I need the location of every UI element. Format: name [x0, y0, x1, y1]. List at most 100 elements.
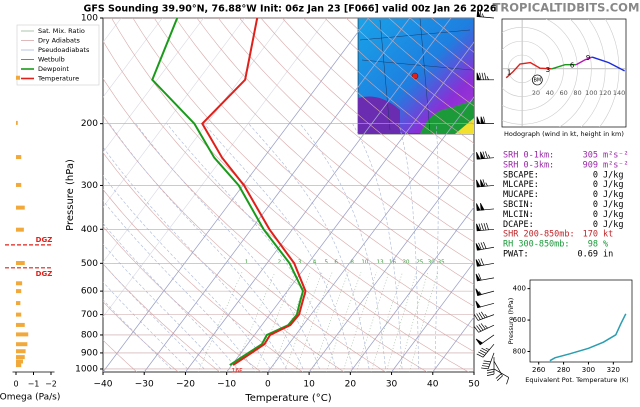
stat-unit: J/kg [603, 180, 623, 190]
hodo-ring [507, 54, 537, 84]
barb [473, 323, 488, 333]
mix-ratio-label: 35 [438, 259, 445, 265]
profile-line [201, 18, 307, 366]
stat-unit: kt [603, 230, 613, 240]
stat-unit: in [603, 250, 613, 260]
stat-label: SHR 200-850mb: [503, 230, 575, 240]
stat-label: SRH 0-1km: [503, 151, 554, 161]
mix-ratio-label: 13 [377, 259, 384, 265]
dry-adiabat [103, 226, 262, 372]
pseudoadiabat [103, 281, 188, 370]
stat-unit: % [603, 240, 608, 250]
omega-bar [16, 363, 22, 368]
omega-bar [16, 281, 23, 286]
omega-bar [16, 301, 21, 306]
isotherm-grid [226, 41, 474, 372]
isotherm [103, 18, 246, 208]
omega-bar [16, 75, 21, 80]
isotherm-grid [185, 18, 452, 372]
legend-box [16, 24, 100, 86]
barb-staff [477, 314, 495, 321]
mix-ratio-label: 2 [278, 259, 282, 265]
hodo-line [505, 61, 552, 79]
stat-unit: m²s⁻² [603, 160, 629, 170]
mix-ratio-label: 16 [389, 259, 396, 265]
dry-adiabat [103, 263, 220, 372]
storm-motion-label: BM [533, 77, 541, 83]
mix-ratio-label: 8 [350, 259, 354, 265]
barb [476, 151, 491, 160]
isotherm [103, 18, 204, 153]
x-tick-label: −2 [45, 380, 57, 389]
x-tick-label: −1 [28, 380, 40, 389]
y-tick-label: 400 [81, 225, 98, 235]
thetae-frame [529, 279, 633, 363]
y-tick-label: 100 [81, 14, 98, 24]
y-tick-label: 800 [81, 330, 98, 340]
mix-ratio-label: 6 [334, 259, 338, 265]
hodo-height-label: 6 [570, 62, 575, 70]
hodo-ring [599, 19, 620, 127]
dry-adiabat [103, 301, 179, 372]
isotherm [103, 18, 328, 318]
x-axis-label: Equivalent Pot. Temperature (K) [525, 376, 628, 384]
dry-adiabat [239, 18, 474, 222]
barb [506, 377, 510, 385]
stat-unit: m²s⁻² [603, 151, 629, 161]
omega-bar [16, 359, 23, 364]
stat-value: 0 [593, 220, 598, 230]
x-tick-label: −40 [94, 380, 113, 390]
dry-adiabat [260, 18, 474, 202]
stat-label: MUCAPE: [503, 190, 539, 200]
barb-staff [493, 360, 503, 377]
hodo-line [575, 56, 593, 66]
stat-label: SBCIN: [503, 200, 534, 210]
site: TROPICALTIDBITS.COM [493, 1, 640, 15]
stat-label: SBCAPE: [503, 170, 539, 180]
stat-unit: J/kg [603, 210, 623, 220]
mix-ratio-line [233, 272, 276, 372]
hodo-line [591, 56, 625, 72]
x-axis-label: Temperature (°C) [244, 393, 331, 404]
isotherm-grid [391, 261, 474, 372]
hodo-line [551, 63, 577, 70]
x-tick-label: 20 [345, 380, 357, 390]
dry-adiabat [196, 18, 474, 264]
stat-label: MLCAPE: [503, 180, 539, 190]
hodo-ring-label: 100 [585, 89, 597, 97]
barb [476, 116, 486, 125]
legend-label: Pseudoadiabats [38, 46, 90, 54]
omega-bar [16, 289, 22, 294]
barb [476, 179, 488, 188]
x-tick-label: 50 [468, 380, 480, 390]
dgz-label: DGZ [36, 270, 53, 278]
stat-value: 909 [583, 160, 598, 170]
stat-unit: J/kg [603, 170, 623, 180]
isotherm-grid [267, 96, 474, 372]
isotherm-grid [143, 18, 411, 372]
x-tick-label: 0 [13, 380, 18, 389]
barb [475, 288, 482, 296]
mix-ratio-line [386, 272, 417, 372]
hodo-title: Hodograph (wind in kt, height in km) [504, 130, 624, 138]
x-tick-label: 280 [557, 366, 570, 374]
stat-value: 0 [593, 190, 598, 200]
x-tick-label: 300 [582, 366, 595, 374]
mix-ratio-label: 30 [428, 259, 435, 265]
dry-adiabat [111, 18, 474, 352]
dry-adiabat [281, 18, 474, 183]
isotherm-grid [103, 18, 369, 372]
omega-bar [16, 349, 26, 354]
title: GFS Sounding 39.90°N, 76.88°W Init: 06z … [84, 4, 497, 15]
y-tick-label: 500 [81, 259, 98, 269]
barb [476, 222, 489, 232]
x-tick-label: 260 [532, 366, 545, 374]
stat-label: RH 300-850mb: [503, 240, 570, 250]
mix-ratio-line [255, 272, 296, 372]
mix-ratio-line [356, 272, 390, 372]
mix-ratio-label: 1 [245, 259, 249, 265]
dry-adiabat [103, 189, 303, 372]
dry-adiabat [132, 18, 474, 330]
hodograph-frame [501, 18, 627, 128]
pseudoadiabat [248, 123, 370, 370]
